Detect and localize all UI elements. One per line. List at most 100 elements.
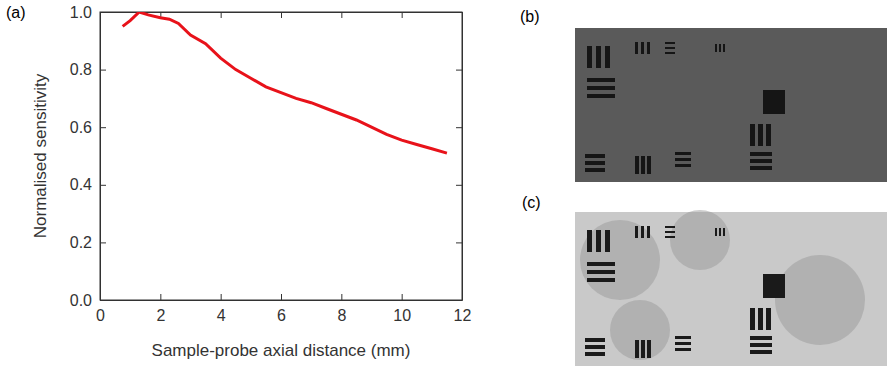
tick: 0.6 <box>70 119 106 136</box>
target-bar <box>758 124 763 146</box>
target-bar <box>605 230 610 252</box>
target-bar <box>750 152 772 156</box>
target-bar <box>641 340 645 358</box>
target-bar <box>596 46 601 68</box>
tick: 2 <box>156 294 165 324</box>
target-bar <box>635 156 639 174</box>
target-bar <box>587 278 615 282</box>
target-bar <box>587 230 592 252</box>
target-bar <box>750 343 772 347</box>
tick-mark <box>160 294 161 300</box>
target-bar <box>750 159 772 163</box>
target-bar <box>750 308 755 330</box>
target-bar <box>587 270 615 274</box>
tick-mark <box>100 127 106 128</box>
tick-label: 4 <box>217 307 226 324</box>
figure: (a)0246810120.00.20.40.60.81.0Sample-pro… <box>0 0 891 370</box>
target-bar <box>665 231 675 233</box>
tick: 0.4 <box>70 176 106 193</box>
tick: 0.2 <box>70 234 106 251</box>
tick: 4 <box>217 294 226 324</box>
x-axis: 0 2 4 6 8 10 12 <box>96 294 471 324</box>
target-bar <box>675 342 691 345</box>
tick-label: 2 <box>156 307 165 324</box>
target-bar <box>665 42 675 44</box>
tick-mark <box>456 242 462 243</box>
tick-mark <box>100 70 106 71</box>
tick: 10 <box>393 294 411 324</box>
target-bar <box>587 262 615 266</box>
image-texture <box>610 300 670 360</box>
tick-label: 0 <box>96 307 105 324</box>
target-bar <box>750 336 772 340</box>
microscope-image <box>575 28 887 182</box>
target-bar <box>715 44 717 52</box>
tick-mark <box>341 12 342 18</box>
target-bar <box>647 340 651 358</box>
target-bar <box>587 78 615 82</box>
target-bar <box>635 340 639 358</box>
y-axis-title: Normalised sensitivity <box>31 73 50 238</box>
target-bar <box>715 228 717 236</box>
target-square <box>763 90 785 114</box>
tick-label: 6 <box>277 307 286 324</box>
target-bar <box>665 236 675 238</box>
panel-label: (a) <box>6 4 26 21</box>
panel-label: (b) <box>520 8 540 25</box>
target-bar <box>719 44 721 52</box>
target-bar <box>675 164 691 167</box>
target-bar <box>665 226 675 228</box>
target-bar <box>641 226 644 238</box>
tick <box>456 185 462 186</box>
target-bar <box>675 152 691 155</box>
target-bar <box>723 44 725 52</box>
tick-label: 12 <box>454 307 472 324</box>
target-bar <box>635 226 638 238</box>
target-bar <box>641 42 644 54</box>
target-bar <box>750 124 755 146</box>
target-bar <box>758 308 763 330</box>
target-bar <box>665 52 675 54</box>
tick <box>221 12 222 18</box>
tick-label: 8 <box>337 307 346 324</box>
target-bar <box>675 336 691 339</box>
target-bar <box>596 230 601 252</box>
microscope-image <box>575 210 887 366</box>
tick-label: 0.6 <box>70 119 92 136</box>
tick: 0.8 <box>70 61 106 78</box>
target-bar <box>647 226 650 238</box>
tick-mark <box>100 242 106 243</box>
tick-mark <box>281 294 282 300</box>
tick-mark <box>456 70 462 71</box>
target-bar <box>585 345 605 349</box>
image-texture <box>775 255 865 345</box>
image-background <box>575 212 887 366</box>
image-texture <box>580 220 660 300</box>
target-bar <box>723 228 725 236</box>
target-bar <box>766 308 771 330</box>
target-bar <box>587 94 615 98</box>
tick-mark <box>402 294 403 300</box>
panel-label: (c) <box>522 194 541 211</box>
tick-mark <box>221 12 222 18</box>
tick-mark <box>341 294 342 300</box>
target-bar <box>766 124 771 146</box>
target-bar <box>750 350 772 354</box>
tick-label: 0.0 <box>70 292 92 309</box>
tick-label: 1.0 <box>70 4 92 21</box>
tick-label: 0.2 <box>70 234 92 251</box>
plot-frame <box>100 12 462 300</box>
target-bar <box>675 348 691 351</box>
target-bar <box>587 86 615 90</box>
tick: 8 <box>337 294 346 324</box>
target-bar <box>719 228 721 236</box>
target-bar <box>585 168 605 172</box>
tick-label: 0.4 <box>70 176 92 193</box>
target-bar <box>585 154 605 158</box>
target-bar <box>665 47 675 49</box>
data-line <box>123 12 447 153</box>
tick-mark <box>456 185 462 186</box>
target-bar <box>587 46 592 68</box>
tick <box>456 242 462 243</box>
tick-label: 0.8 <box>70 61 92 78</box>
